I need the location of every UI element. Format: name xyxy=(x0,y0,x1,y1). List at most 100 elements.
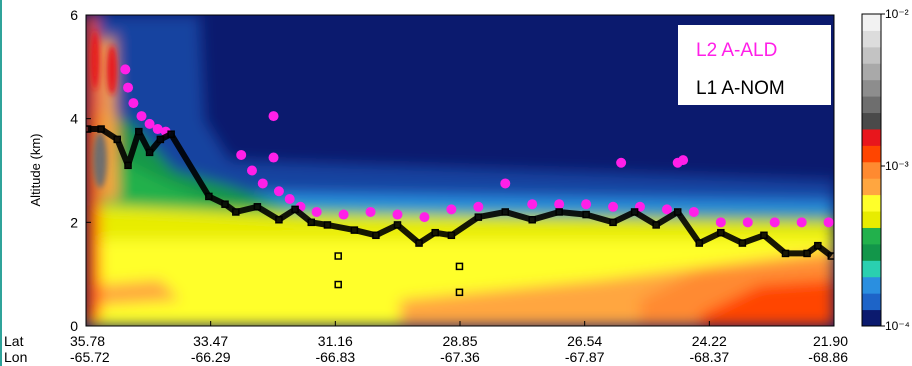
heat-orange-west xyxy=(100,280,180,305)
colorbar-cell-12 xyxy=(862,112,881,130)
colorbar-layer: 10⁻² 10⁻³ 10⁻⁴ xyxy=(861,7,910,333)
lat-tick-label-5: 24.22 xyxy=(692,333,727,349)
series-0-point-23 xyxy=(527,199,538,210)
series-0-point-15 xyxy=(311,206,322,217)
lon-tick-label-6: -68.86 xyxy=(808,349,848,365)
heat-blue-upper xyxy=(86,15,834,215)
lon-tick-label-5: -68.37 xyxy=(689,349,729,365)
heat-red-east xyxy=(700,280,834,326)
colorbar-cell-14 xyxy=(862,79,881,97)
lat-tick-label-1: 33.47 xyxy=(193,333,228,349)
series-0-point-16 xyxy=(338,209,349,220)
y-tick-label-2: 4 xyxy=(70,111,78,127)
colorbar-cell-3 xyxy=(862,260,881,278)
lon-tick-label-0: -65.72 xyxy=(70,349,110,365)
colorbar-tick-label-2: 10⁻⁴ xyxy=(885,319,910,333)
series-0-point-11 xyxy=(268,152,279,163)
left-border-line xyxy=(0,0,2,366)
colorbar-cell-4 xyxy=(862,243,881,261)
lon-tick-label-2: -66.83 xyxy=(315,349,355,365)
colorbar-cell-8 xyxy=(862,178,881,196)
x-row-label-lon: Lon xyxy=(4,349,27,365)
colorbar-cell-15 xyxy=(862,63,881,81)
lat-tick-label-2: 31.16 xyxy=(318,333,353,349)
series-0-point-7 xyxy=(236,149,247,160)
colorbar-frame xyxy=(861,13,882,327)
lon-tick-label-3: -67.36 xyxy=(440,349,480,365)
colorbar-cell-17 xyxy=(862,30,881,48)
colorbar-cell-1 xyxy=(862,293,881,311)
heat-plume-edge xyxy=(86,15,100,326)
legend-layer: L2 A-ALD L1 A-NOM xyxy=(678,25,831,105)
legend-entry-l1: L1 A-NOM xyxy=(696,78,785,99)
y-axis-label: Altitude (km) xyxy=(28,134,43,207)
series-0-point-36 xyxy=(796,217,807,228)
series-0-point-20 xyxy=(446,204,457,215)
lat-tick-label-0: 35.78 xyxy=(70,333,105,349)
series-1-point-17 xyxy=(334,280,342,289)
colorbar-cell-16 xyxy=(862,46,881,64)
series-0-point-10 xyxy=(268,111,279,122)
lat-tick-label-4: 26.54 xyxy=(567,333,602,349)
series-0-point-25 xyxy=(581,199,592,210)
series-1-track-line xyxy=(87,126,834,259)
colorbar-cell-10 xyxy=(862,145,881,163)
heat-grey-core xyxy=(93,132,107,188)
series-0-point-5 xyxy=(152,124,163,135)
series-0-point-26 xyxy=(608,201,619,212)
series-0-point-24 xyxy=(554,199,565,210)
heat-red-core xyxy=(107,45,117,95)
series-0-point-22 xyxy=(500,178,511,189)
series-0-point-31 xyxy=(678,155,689,166)
series-0-point-27 xyxy=(616,157,627,168)
legend-entry-l2: L2 A-ALD xyxy=(696,40,777,61)
series-0-point-13 xyxy=(284,194,295,205)
y-tick-label-1: 2 xyxy=(70,214,78,230)
colorbar-tick-label-1: 10⁻³ xyxy=(885,159,909,173)
lat-tick-label-3: 28.85 xyxy=(442,333,477,349)
series-0-point-19 xyxy=(419,212,430,223)
series-0-point-35 xyxy=(769,217,780,228)
series-0-point-17 xyxy=(365,206,376,217)
colorbar-cell-0 xyxy=(862,309,881,327)
colorbar-cell-7 xyxy=(862,194,881,212)
lat-tick-label-6: 21.90 xyxy=(813,333,848,349)
colorbar-tick-label-0: 10⁻² xyxy=(885,7,909,21)
heat-red-core-2 xyxy=(91,30,99,90)
series-layer xyxy=(86,64,834,297)
series-1-point-24 xyxy=(455,262,464,271)
series-1-point-16 xyxy=(334,252,342,260)
series-0-point-37 xyxy=(823,217,834,228)
series-0-point-2 xyxy=(128,98,139,109)
y-tick-label-3: 6 xyxy=(70,7,78,23)
colorbar-cell-9 xyxy=(862,161,881,179)
series-0-point-21 xyxy=(473,201,484,212)
series-0-point-18 xyxy=(392,209,403,220)
series-0-point-3 xyxy=(136,111,147,122)
series-0-point-8 xyxy=(246,165,257,176)
legend-box xyxy=(678,25,831,105)
series-0-point-1 xyxy=(123,82,134,93)
series-0-point-9 xyxy=(257,178,268,189)
series-0-point-33 xyxy=(715,217,726,228)
series-0-point-0 xyxy=(120,64,131,75)
series-0-point-32 xyxy=(688,206,699,217)
lon-tick-label-4: -67.87 xyxy=(565,349,605,365)
colorbar-cell-11 xyxy=(862,128,881,146)
lon-tick-label-1: -66.29 xyxy=(191,349,231,365)
series-0-point-34 xyxy=(742,217,753,228)
colorbar-cell-13 xyxy=(862,96,881,114)
series-0-point-4 xyxy=(144,118,155,129)
series-1-point-25 xyxy=(455,288,464,297)
colorbar-cell-2 xyxy=(862,276,881,294)
heatmap-plume-core xyxy=(91,30,117,188)
series-0-point-29 xyxy=(661,204,672,215)
colorbar-cell-5 xyxy=(862,227,881,245)
series-0-point-12 xyxy=(273,186,284,197)
colorbar-cell-6 xyxy=(862,211,881,228)
x-row-label-lat: Lat xyxy=(4,333,24,349)
y-tick-label-0: 0 xyxy=(70,318,78,334)
